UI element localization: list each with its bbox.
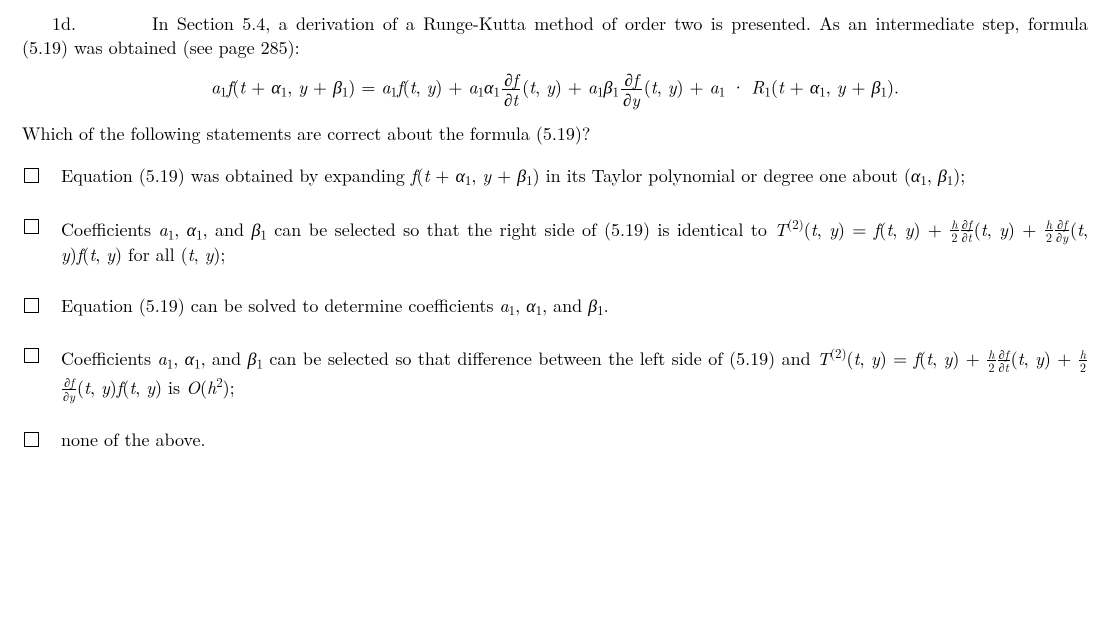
options-list: Equation (5.19) was obtained by expandin… xyxy=(22,164,1088,452)
checkbox-icon[interactable] xyxy=(24,348,39,363)
checkbox-icon[interactable] xyxy=(24,219,39,234)
option-4: Coefficients a1, α1, and β1 can be selec… xyxy=(24,344,1088,401)
option-3-text: Equation (5.19) can be solved to determi… xyxy=(61,294,1088,319)
equation-5-19: a1f(t + α1, y + β1) = a1f(t, y) + a1α1∂f… xyxy=(22,71,1088,108)
option-1: Equation (5.19) was obtained by expandin… xyxy=(24,164,1088,189)
option-2: Coefficients a1, α1, and β1 can be selec… xyxy=(24,215,1088,268)
option-1-text: Equation (5.19) was obtained by expandin… xyxy=(61,164,1088,189)
checkbox-icon[interactable] xyxy=(24,298,39,313)
option-5-text: none of the above. xyxy=(61,428,1088,452)
option-5: none of the above. xyxy=(24,428,1088,452)
checkbox-icon[interactable] xyxy=(24,432,39,447)
question-intro: 1d.In Section 5.4, a derivation of a Run… xyxy=(22,12,1088,61)
intro-text: In Section 5.4, a derivation of a Runge-… xyxy=(22,11,1088,60)
question-number: 1d. xyxy=(22,12,152,36)
lead-text: Which of the following statements are co… xyxy=(22,122,1088,146)
option-3: Equation (5.19) can be solved to determi… xyxy=(24,294,1088,319)
option-4-text: Coefficients a1, α1, and β1 can be selec… xyxy=(61,344,1088,401)
checkbox-icon[interactable] xyxy=(24,168,39,183)
option-2-text: Coefficients a1, α1, and β1 can be selec… xyxy=(61,215,1088,268)
